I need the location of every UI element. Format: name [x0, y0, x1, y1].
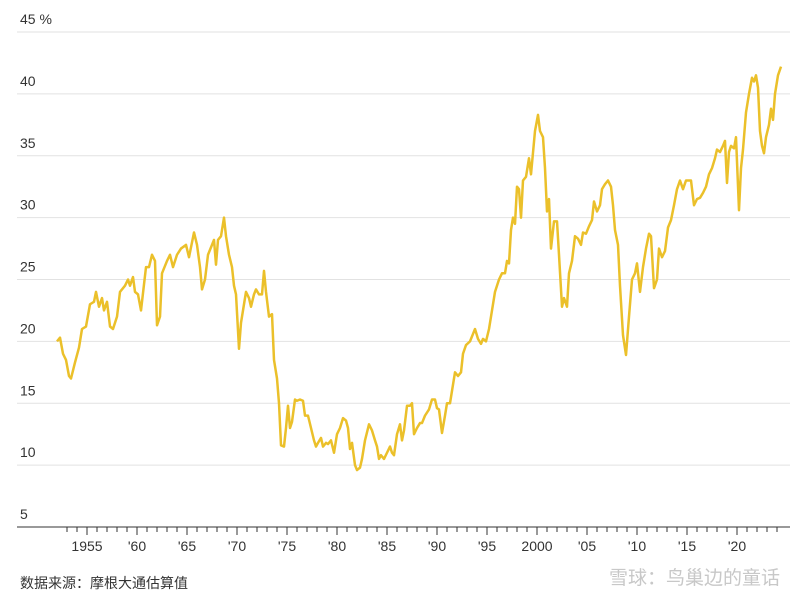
- x-tick-label: '20: [728, 538, 746, 554]
- x-tick-label: '10: [628, 538, 646, 554]
- source-note: 数据来源：摩根大通估算值: [20, 575, 188, 591]
- x-tick-label: '05: [578, 538, 596, 554]
- x-tick-label: '95: [478, 538, 496, 554]
- y-tick-label: 30: [20, 197, 36, 213]
- x-tick-label: '80: [328, 538, 346, 554]
- x-tick-label: '65: [178, 538, 196, 554]
- x-tick-label: '90: [428, 538, 446, 554]
- y-tick-label: 25: [20, 259, 36, 275]
- x-tick-label: 2000: [521, 538, 552, 554]
- y-tick-label: 15: [20, 382, 36, 398]
- watermark: 雪球：鸟巢边的童话: [609, 567, 780, 589]
- x-tick-label: '15: [678, 538, 696, 554]
- x-tick-label: '70: [228, 538, 246, 554]
- y-tick-label: 20: [20, 320, 36, 336]
- x-tick-label: '60: [128, 538, 146, 554]
- y-tick-label: 5: [20, 506, 28, 522]
- y-tick-label: 40: [20, 73, 36, 89]
- data-line: [56, 66, 783, 472]
- x-tick-label: '85: [378, 538, 396, 554]
- x-tick-label: 1955: [71, 538, 102, 554]
- y-tick-label: 10: [20, 444, 36, 460]
- y-tick-label: 45 %: [20, 11, 52, 27]
- x-tick-label: '75: [278, 538, 296, 554]
- y-tick-label: 35: [20, 135, 36, 151]
